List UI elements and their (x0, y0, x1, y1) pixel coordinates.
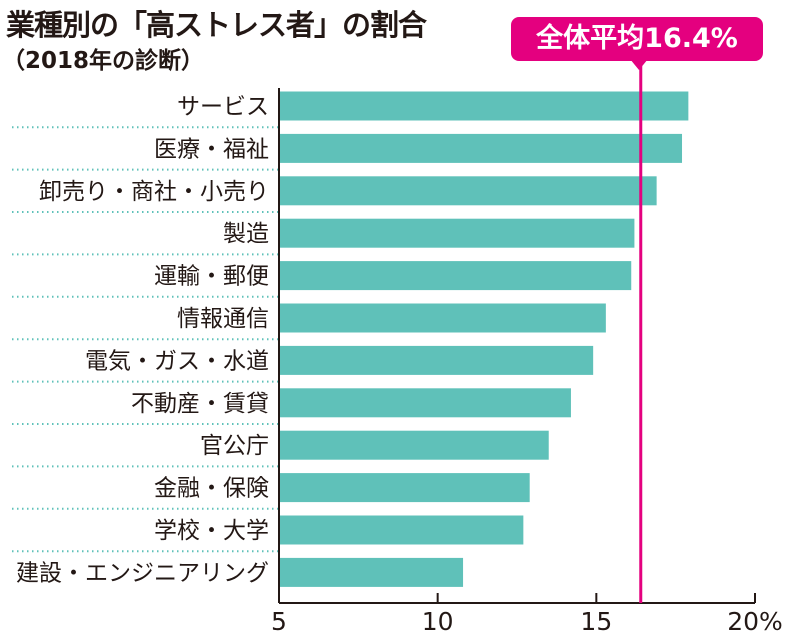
category-label: 運輸・郵便 (154, 264, 269, 290)
bar (279, 430, 549, 460)
category-label: 学校・大学 (154, 518, 269, 544)
bar (279, 176, 657, 206)
bar (279, 473, 530, 503)
bar (279, 261, 632, 291)
category-label: 金融・保険 (154, 476, 269, 502)
x-tick-label: 10 (422, 607, 454, 636)
category-label: 官公庁 (200, 433, 269, 459)
bar (279, 303, 606, 333)
bar (279, 557, 464, 587)
bar (279, 218, 635, 248)
chart-title: 業種別の「高ストレス者」の割合 (6, 8, 427, 42)
average-callout: 全体平均16.4% (511, 17, 763, 61)
category-label: 卸売り・商社・小売り (39, 179, 269, 205)
average-callout-pointer (630, 59, 648, 70)
category-label: 電気・ガス・水道 (85, 348, 269, 374)
bar (279, 345, 594, 375)
x-tick-label: 5 (271, 607, 287, 636)
category-label: 製造 (223, 221, 269, 247)
category-label: 建設・エンジニアリング (16, 560, 269, 586)
category-label: 医療・福祉 (154, 136, 269, 162)
bar (279, 388, 571, 418)
category-label: サービス (177, 94, 269, 120)
x-tick-label: 20% (727, 607, 783, 636)
category-label: 不動産・賃貸 (131, 391, 269, 417)
x-tick-label: 15 (580, 607, 612, 636)
bar (279, 515, 524, 545)
bar (279, 133, 683, 163)
category-label: 情報通信 (177, 306, 269, 332)
chart-subtitle: （2018年の診断） (2, 48, 205, 74)
bar (279, 91, 689, 121)
